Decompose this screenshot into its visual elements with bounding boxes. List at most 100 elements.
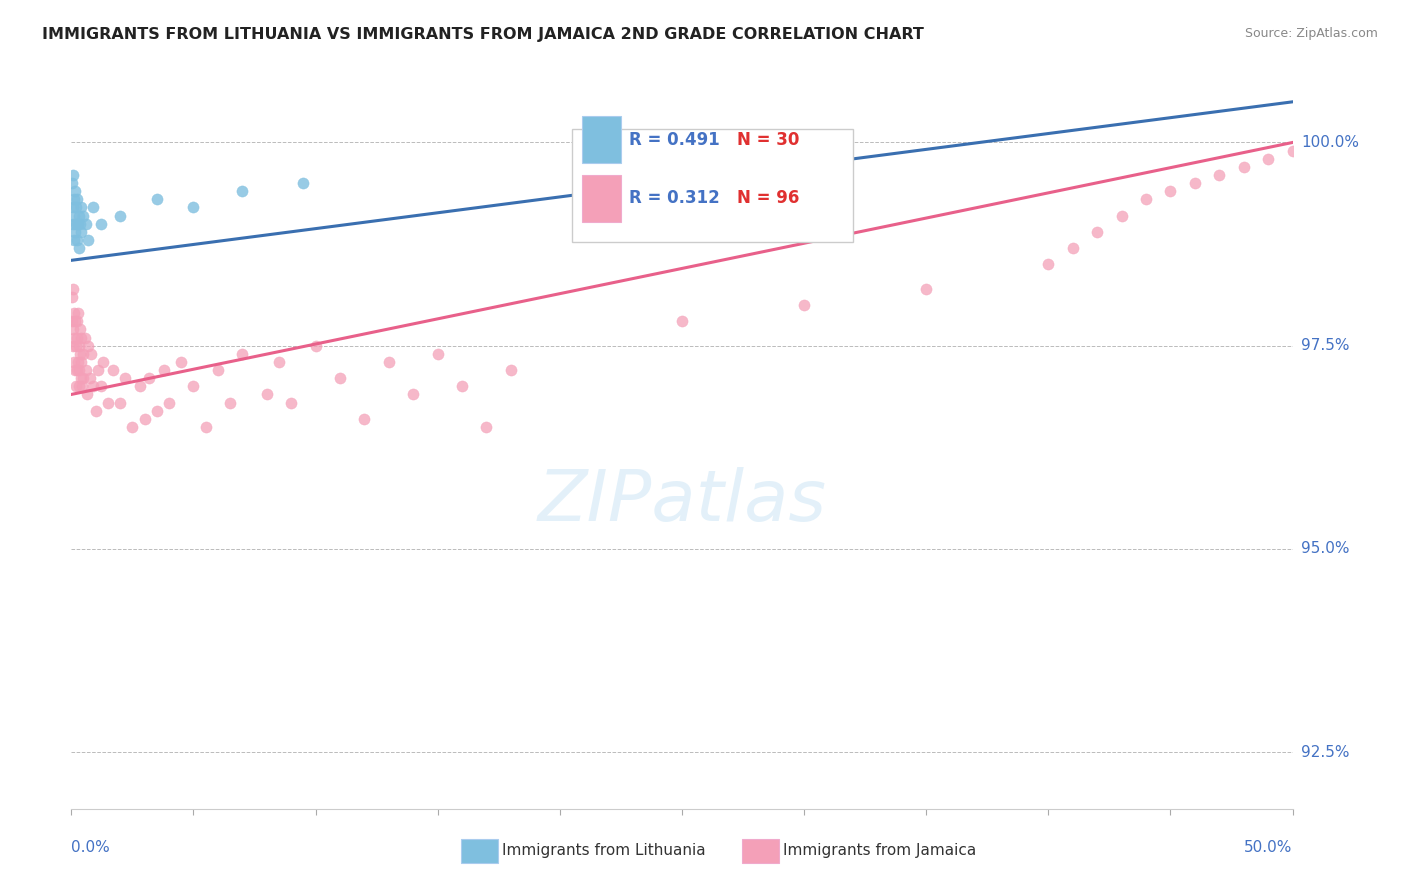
Point — [1184, 176, 1206, 190]
Point — [77, 339, 100, 353]
Point — [67, 306, 90, 320]
Point — [499, 363, 522, 377]
Point — [65, 314, 87, 328]
Point — [70, 330, 93, 344]
Point — [76, 387, 98, 401]
Point — [87, 363, 110, 377]
Point — [70, 379, 93, 393]
Point — [62, 217, 84, 231]
Point — [170, 355, 193, 369]
Point — [108, 395, 131, 409]
Point — [72, 347, 94, 361]
Text: R = 0.491: R = 0.491 — [630, 130, 720, 149]
Point — [1085, 225, 1108, 239]
Point — [73, 330, 96, 344]
Point — [451, 379, 474, 393]
Point — [70, 225, 93, 239]
Point — [65, 314, 87, 328]
Point — [128, 379, 150, 393]
Point — [1330, 582, 1353, 597]
Point — [65, 379, 87, 393]
Point — [1403, 525, 1406, 540]
Point — [280, 395, 302, 409]
Point — [67, 241, 90, 255]
Point — [67, 339, 90, 353]
Point — [114, 371, 136, 385]
Point — [671, 314, 693, 328]
Point — [91, 355, 114, 369]
Text: 0.0%: 0.0% — [72, 839, 110, 855]
Point — [915, 282, 938, 296]
Point — [82, 201, 104, 215]
Point — [1257, 152, 1279, 166]
Point — [77, 233, 100, 247]
Text: N = 30: N = 30 — [737, 130, 799, 149]
Point — [90, 379, 112, 393]
Text: Immigrants from Lithuania: Immigrants from Lithuania — [502, 844, 706, 858]
Point — [256, 387, 278, 401]
Point — [1281, 144, 1303, 158]
Point — [108, 209, 131, 223]
Point — [1135, 193, 1157, 207]
Point — [183, 201, 205, 215]
Point — [145, 193, 167, 207]
Point — [84, 403, 107, 417]
Point — [63, 330, 86, 344]
Point — [62, 176, 84, 190]
Point — [67, 209, 90, 223]
Text: 92.5%: 92.5% — [1301, 745, 1350, 760]
Point — [153, 363, 176, 377]
Text: Immigrants from Jamaica: Immigrants from Jamaica — [783, 844, 976, 858]
Point — [1354, 558, 1376, 573]
Point — [79, 371, 101, 385]
Point — [598, 152, 620, 166]
Point — [426, 347, 449, 361]
Point — [63, 184, 86, 198]
Point — [1159, 184, 1181, 198]
Point — [97, 395, 120, 409]
Point — [66, 363, 89, 377]
Point — [1233, 160, 1256, 174]
Point — [1062, 241, 1084, 255]
Text: 100.0%: 100.0% — [1301, 135, 1360, 150]
Point — [231, 347, 253, 361]
Text: 50.0%: 50.0% — [1244, 839, 1292, 855]
Point — [62, 322, 84, 336]
Point — [82, 379, 104, 393]
Point — [1306, 136, 1329, 150]
Point — [65, 217, 87, 231]
Point — [378, 355, 401, 369]
FancyBboxPatch shape — [582, 175, 621, 221]
Point — [121, 420, 143, 434]
Point — [145, 403, 167, 417]
Point — [62, 282, 84, 296]
Point — [62, 233, 84, 247]
Text: 95.0%: 95.0% — [1301, 541, 1350, 557]
Point — [138, 371, 160, 385]
Point — [90, 217, 112, 231]
Point — [267, 355, 290, 369]
Point — [207, 363, 229, 377]
Point — [69, 347, 91, 361]
Point — [60, 314, 83, 328]
Point — [72, 371, 94, 385]
Text: R = 0.312: R = 0.312 — [630, 189, 720, 207]
Point — [67, 379, 90, 393]
Point — [101, 363, 124, 377]
Text: IMMIGRANTS FROM LITHUANIA VS IMMIGRANTS FROM JAMAICA 2ND GRADE CORRELATION CHART: IMMIGRANTS FROM LITHUANIA VS IMMIGRANTS … — [42, 27, 924, 42]
Point — [67, 217, 90, 231]
Point — [62, 168, 84, 182]
Point — [63, 363, 86, 377]
Point — [1111, 209, 1133, 223]
FancyBboxPatch shape — [582, 116, 621, 163]
Point — [65, 339, 87, 353]
Point — [292, 176, 315, 190]
Point — [62, 290, 84, 304]
Point — [62, 339, 84, 353]
Text: ZIPatlas: ZIPatlas — [537, 467, 827, 536]
Point — [134, 412, 156, 426]
Point — [63, 193, 86, 207]
Point — [1038, 257, 1060, 271]
Point — [65, 233, 87, 247]
Text: N = 96: N = 96 — [737, 189, 799, 207]
